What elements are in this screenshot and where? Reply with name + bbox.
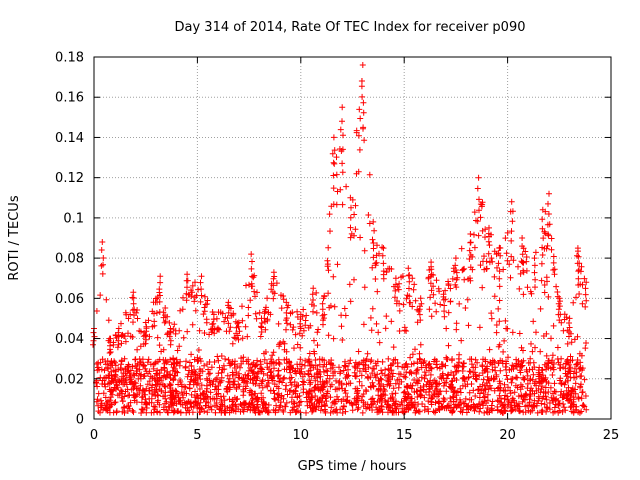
- y-tick-label: 0.02: [55, 372, 84, 387]
- y-tick-label: 0.04: [55, 332, 84, 347]
- data-points: [90, 62, 590, 416]
- y-tick-label: 0.06: [55, 292, 84, 307]
- x-tick-label: 0: [90, 428, 98, 443]
- y-tick-label: 0.14: [55, 131, 84, 146]
- x-tick-label: 15: [396, 428, 413, 443]
- y-tick-label: 0.1: [63, 211, 84, 226]
- x-tick-label: 10: [293, 428, 310, 443]
- plot-frame: [93, 56, 612, 420]
- x-tick-label: 25: [603, 428, 620, 443]
- y-tick-label: 0.18: [55, 51, 84, 66]
- x-tick-label: 20: [499, 428, 516, 443]
- y-tick-label: 0.16: [55, 91, 84, 106]
- y-tick-label: 0.12: [55, 171, 84, 186]
- y-tick-label: 0: [76, 413, 84, 428]
- axis-ticks: [93, 56, 612, 420]
- y-tick-labels: 0 0.02 0.04 0.06 0.08 0.1 0.12 0.14 0.16 0.18: [55, 51, 84, 428]
- y-axis-label: ROTI / TECUs: [7, 195, 22, 280]
- roti-scatter-points: [90, 62, 590, 416]
- x-tick-labels: 0 5 10 15 20 25: [90, 428, 619, 443]
- x-tick-label: 5: [193, 428, 201, 443]
- y-tick-label: 0.08: [55, 252, 84, 267]
- chart-title: Day 314 of 2014, Rate Of TEC Index for r…: [175, 20, 526, 35]
- x-axis-label: GPS time / hours: [298, 459, 407, 474]
